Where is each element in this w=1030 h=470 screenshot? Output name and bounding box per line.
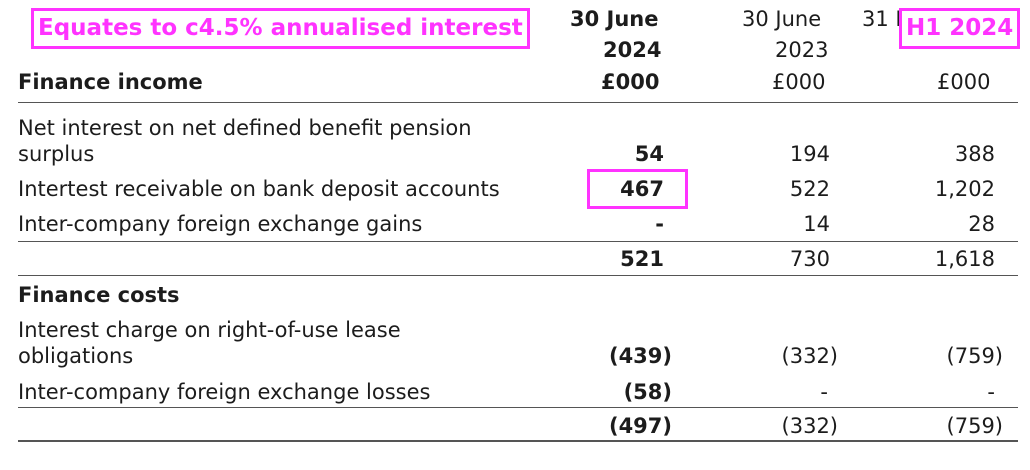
row-value-dec: (759): [946, 344, 1003, 368]
row-value-2023: 194: [789, 142, 830, 166]
costs-total-double-rule: [18, 440, 1018, 442]
row-value-2024: 467: [620, 177, 664, 201]
income-total-2023: 730: [789, 247, 830, 271]
row-value-2023: -: [820, 380, 828, 404]
row-value-2024: (439): [608, 344, 672, 368]
col-2023-unit: £000: [772, 70, 826, 94]
income-total-2024: 521: [620, 247, 664, 271]
col-dec-unit: £000: [937, 70, 991, 94]
header-divider: [18, 102, 1018, 103]
row-label: surplus: [18, 142, 95, 166]
col-2024-unit: £000: [601, 70, 660, 94]
income-total-divider: [18, 275, 1018, 276]
costs-total-dec: (759): [946, 414, 1003, 438]
row-label: Inter-company foreign exchange losses: [18, 380, 431, 404]
finance-income-heading: Finance income: [18, 70, 203, 94]
row-label: Intertest receivable on bank deposit acc…: [18, 177, 500, 201]
income-subtotal-divider: [18, 241, 1018, 242]
row-value-2024: 54: [634, 142, 664, 166]
finance-costs-heading: Finance costs: [18, 283, 180, 307]
annotation-note: Equates to c4.5% annualised interest: [31, 8, 530, 49]
col-2023-date: 30 June: [742, 7, 822, 31]
row-value-2023: 522: [789, 177, 830, 201]
highlight-box: [587, 169, 688, 209]
row-value-dec: 28: [968, 212, 995, 236]
row-value-dec: 388: [954, 142, 995, 166]
row-value-2024: -: [655, 212, 664, 236]
row-value-2023: 14: [803, 212, 830, 236]
row-label: Inter-company foreign exchange gains: [18, 212, 423, 236]
row-label: Net interest on net defined benefit pens…: [18, 116, 472, 140]
row-value-2024: (58): [623, 380, 672, 404]
costs-total-2024: (497): [608, 414, 672, 438]
income-total-dec: 1,618: [934, 247, 995, 271]
costs-subtotal-divider: [18, 407, 1018, 408]
annotation-period: H1 2024: [899, 8, 1021, 49]
row-value-2023: (332): [781, 344, 838, 368]
row-label: obligations: [18, 344, 134, 368]
col-2024-date: 30 June: [570, 7, 659, 31]
row-label: Interest charge on right-of-use lease: [18, 318, 401, 342]
col-2024-year: 2024: [603, 38, 662, 62]
costs-total-2023: (332): [781, 414, 838, 438]
row-value-dec: -: [987, 380, 995, 404]
col-2023-year: 2023: [775, 38, 829, 62]
row-value-dec: 1,202: [934, 177, 995, 201]
